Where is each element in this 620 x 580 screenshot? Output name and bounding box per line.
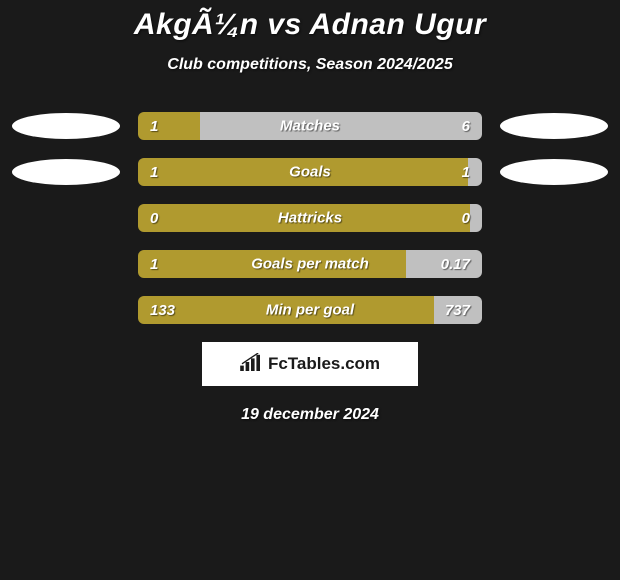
stat-row: 16Matches	[0, 112, 620, 140]
stat-right-value: 0.17	[441, 256, 470, 273]
player-right-oval	[500, 159, 608, 185]
brand-badge[interactable]: FcTables.com	[202, 342, 418, 386]
spacer	[500, 205, 608, 231]
comparison-widget: AkgÃ¼n vs Adnan Ugur Club competitions, …	[0, 0, 620, 424]
stat-bar-right: 737	[434, 296, 482, 324]
spacer	[500, 251, 608, 277]
stat-right-value: 737	[445, 302, 470, 319]
stat-bar-left: 0	[138, 204, 470, 232]
player-left-oval	[12, 113, 120, 139]
stat-bar-right: 1	[468, 158, 482, 186]
stat-bar: 16Matches	[138, 112, 482, 140]
stat-bar-right: 0	[470, 204, 482, 232]
stat-left-value: 133	[150, 302, 175, 319]
stat-bar-left: 1	[138, 250, 406, 278]
stat-row: 11Goals	[0, 158, 620, 186]
stat-left-value: 0	[150, 210, 158, 227]
stat-row: 133737Min per goal	[0, 296, 620, 324]
spacer	[12, 205, 120, 231]
stat-row: 10.17Goals per match	[0, 250, 620, 278]
stat-bar-left: 1	[138, 112, 200, 140]
stat-bar-left: 1	[138, 158, 468, 186]
stat-left-value: 1	[150, 256, 158, 273]
stat-bar: 10.17Goals per match	[138, 250, 482, 278]
stat-bar-left: 133	[138, 296, 434, 324]
player-left-oval	[12, 159, 120, 185]
date-line: 19 december 2024	[0, 406, 620, 424]
page-title: AkgÃ¼n vs Adnan Ugur	[0, 8, 620, 42]
stat-bar: 133737Min per goal	[138, 296, 482, 324]
spacer	[12, 251, 120, 277]
stat-left-value: 1	[150, 118, 158, 135]
stat-bars-list: 16Matches11Goals00Hattricks10.17Goals pe…	[0, 112, 620, 324]
brand-text: FcTables.com	[268, 354, 380, 374]
stat-right-value: 0	[462, 210, 470, 227]
stat-bar: 00Hattricks	[138, 204, 482, 232]
page-subtitle: Club competitions, Season 2024/2025	[0, 56, 620, 74]
stat-right-value: 6	[462, 118, 470, 135]
spacer	[12, 297, 120, 323]
stat-row: 00Hattricks	[0, 204, 620, 232]
stat-right-value: 1	[462, 164, 470, 181]
player-right-oval	[500, 113, 608, 139]
stat-bar: 11Goals	[138, 158, 482, 186]
spacer	[500, 297, 608, 323]
stat-left-value: 1	[150, 164, 158, 181]
bar-chart-icon	[240, 353, 262, 376]
stat-bar-right: 0.17	[406, 250, 482, 278]
stat-bar-right: 6	[200, 112, 482, 140]
